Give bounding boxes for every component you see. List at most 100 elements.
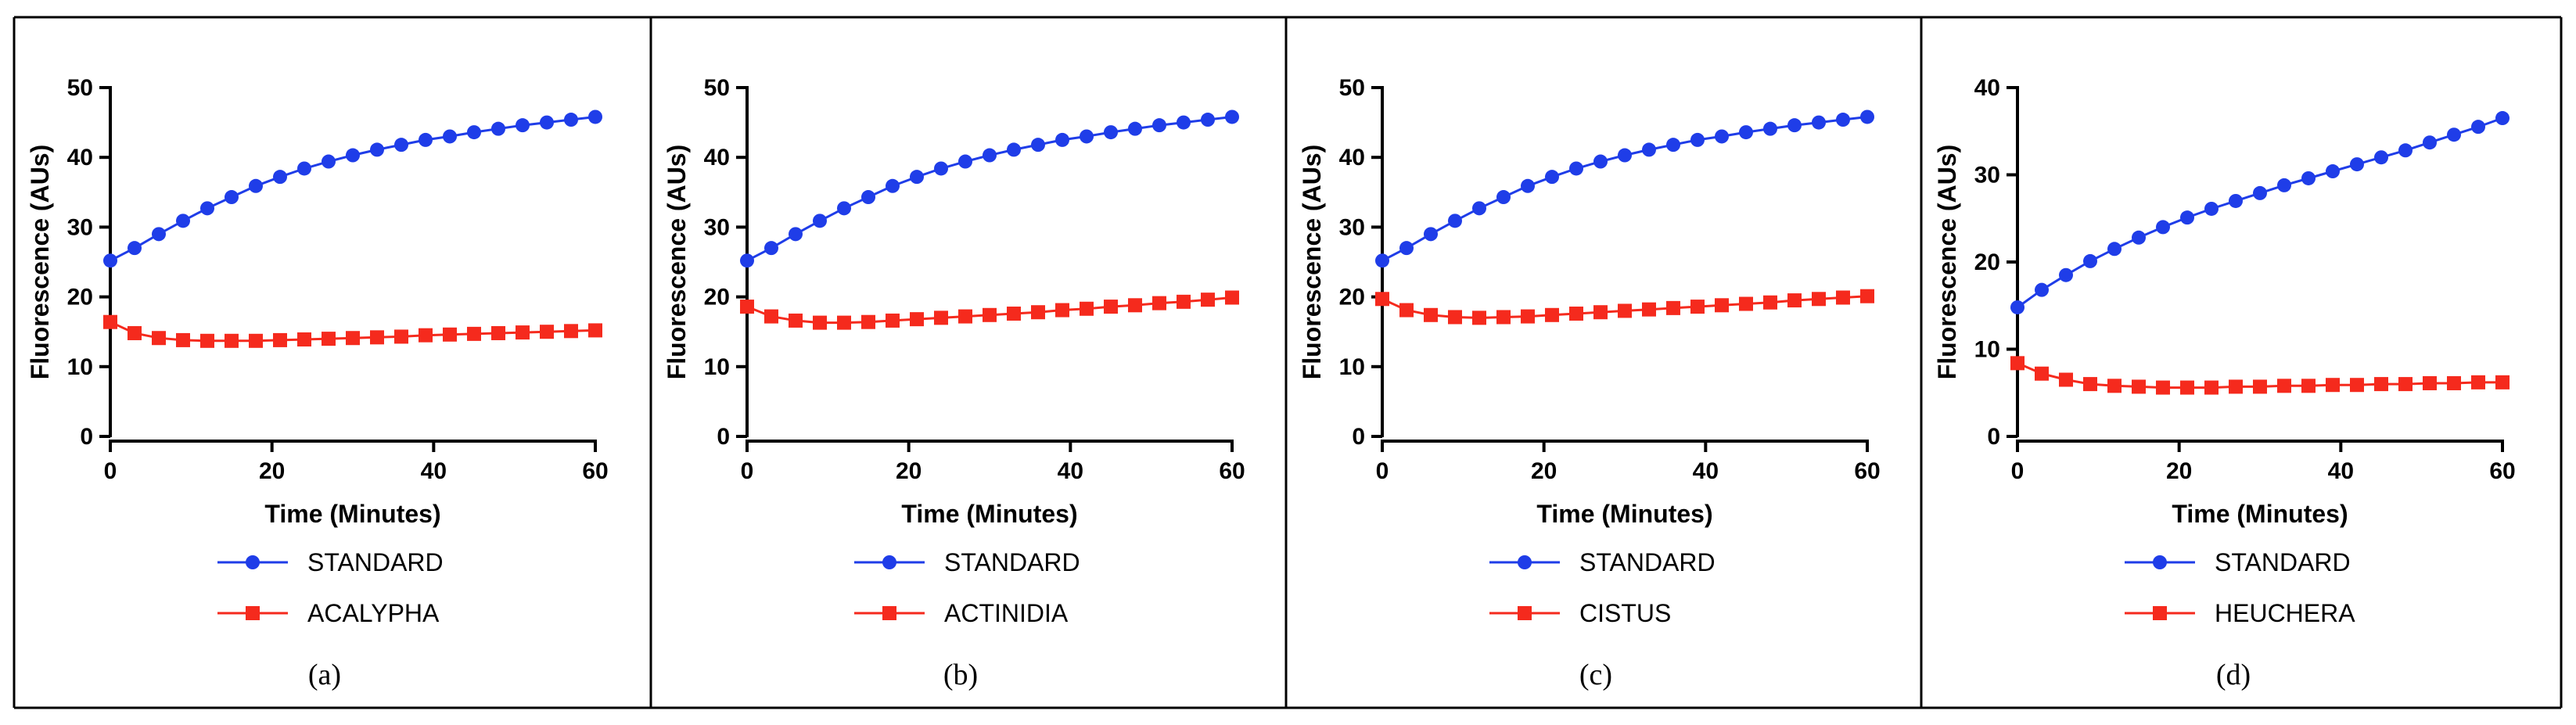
data-point — [1128, 298, 1142, 313]
y-tick-label: 40 — [704, 145, 730, 170]
y-tick-label: 0 — [717, 424, 730, 450]
legend-marker — [246, 555, 260, 569]
data-point — [419, 132, 433, 147]
data-point — [225, 333, 239, 348]
legend-label: STANDARD — [1579, 548, 1716, 576]
y-tick-label: 20 — [704, 285, 730, 310]
legend-entry-acalypha: ACALYPHA — [217, 599, 440, 627]
legend-label: STANDARD — [2215, 548, 2351, 576]
data-point — [1152, 296, 1166, 310]
data-point — [2229, 193, 2243, 208]
data-point — [2447, 375, 2461, 390]
data-point — [2204, 201, 2219, 216]
data-point — [2132, 230, 2146, 245]
x-tick-label: 0 — [104, 458, 117, 484]
x-axis-title: Time (Minutes) — [264, 500, 440, 528]
data-point — [837, 201, 851, 216]
data-point — [273, 170, 287, 185]
data-point — [2398, 377, 2413, 392]
data-point — [764, 241, 778, 256]
data-point — [1715, 298, 1729, 313]
data-point — [1666, 300, 1680, 315]
data-point — [467, 326, 481, 341]
data-point — [2471, 120, 2485, 135]
data-point — [370, 142, 384, 157]
data-point — [2107, 242, 2122, 257]
data-point — [419, 328, 433, 343]
x-tick-label: 0 — [741, 458, 754, 484]
data-point — [2204, 380, 2219, 395]
data-point — [2277, 178, 2291, 192]
series-standard — [1375, 109, 1874, 268]
data-point — [564, 113, 578, 127]
data-point — [983, 307, 997, 322]
data-point — [588, 323, 602, 338]
x-tick-label: 20 — [896, 458, 922, 484]
data-point — [1618, 148, 1632, 163]
chart-panel-4: 0 10 20 30 40 0 20 40 60 Time (Minutes) Fluorescen… — [1933, 75, 2516, 691]
data-point — [1618, 303, 1632, 318]
y-tick-label: 30 — [1339, 214, 1365, 240]
data-point — [128, 325, 142, 340]
legend-entry-standard: STANDARD — [1489, 548, 1716, 576]
legend-marker — [1518, 555, 1532, 569]
data-point — [2253, 185, 2267, 200]
legend-marker — [246, 606, 260, 620]
data-point — [1763, 121, 1777, 136]
x-tick-label: 40 — [421, 458, 447, 484]
panel-caption: (b) — [943, 659, 978, 691]
data-point — [1787, 118, 1802, 133]
data-point — [2374, 150, 2388, 165]
data-point — [2301, 170, 2316, 185]
data-point — [1225, 109, 1239, 124]
x-axis-title: Time (Minutes) — [901, 500, 1077, 528]
data-point — [1177, 115, 1191, 130]
x-tick-label: 20 — [259, 458, 285, 484]
x-tick-label: 40 — [2328, 458, 2354, 484]
data-point — [394, 138, 408, 153]
series-standard — [2010, 111, 2510, 314]
series-heuchera — [2010, 356, 2510, 395]
data-point — [200, 333, 214, 348]
data-point — [2423, 375, 2437, 390]
legend-label: CISTUS — [1579, 599, 1671, 627]
legend-marker — [1518, 606, 1532, 620]
data-point — [540, 115, 554, 130]
data-point — [128, 241, 142, 256]
data-point — [2059, 267, 2073, 282]
data-point — [886, 313, 900, 328]
data-point — [1739, 125, 1753, 140]
series-cistus — [1375, 289, 1874, 325]
y-tick-label: 30 — [67, 214, 93, 240]
data-point — [322, 332, 336, 346]
data-point — [740, 300, 754, 314]
data-point — [346, 331, 360, 346]
data-point — [2495, 375, 2510, 389]
y-tick-label: 20 — [67, 285, 93, 310]
legend-marker — [2153, 555, 2167, 569]
legend-label: STANDARD — [944, 548, 1080, 576]
legend-marker — [882, 555, 896, 569]
panels: 0 10 20 30 40 50 0 20 40 60 Time (Minutes) Fluoresc… — [13, 16, 2563, 709]
data-point — [322, 154, 336, 169]
data-point — [764, 309, 778, 324]
data-point — [1496, 310, 1511, 325]
data-point — [1424, 227, 1438, 242]
data-point — [1860, 109, 1874, 124]
chart-panel-3: 0 10 20 30 40 50 0 20 40 60 Time (Minutes) Fluoresc… — [1298, 75, 1881, 691]
legend-entry-standard: STANDARD — [854, 548, 1080, 576]
data-point — [2398, 143, 2413, 158]
y-tick-label: 20 — [1339, 285, 1365, 310]
data-point — [103, 253, 117, 268]
data-point — [910, 170, 924, 185]
y-tick-label: 30 — [1974, 163, 2000, 188]
data-point — [1007, 142, 1021, 157]
data-point — [1569, 307, 1583, 321]
data-point — [225, 190, 239, 205]
data-point — [1055, 303, 1069, 318]
data-point — [2374, 377, 2388, 392]
y-tick-label: 0 — [1987, 424, 2000, 450]
data-point — [1545, 170, 1559, 185]
data-point — [2083, 377, 2097, 392]
